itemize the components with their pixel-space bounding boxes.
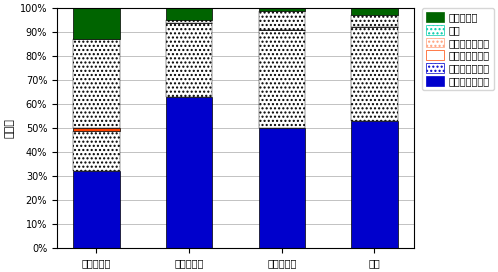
Bar [73,128,120,131]
Bar [166,23,212,97]
Legend: キャッシュ, 債券, 小型グロース株, 小型バリュー株, 大型グロース株, 大型バリュー株: キャッシュ, 債券, 小型グロース株, 小型バリュー株, 大型グロース株, 大型… [422,8,494,90]
Bar [351,121,397,248]
Bar [73,8,120,39]
Y-axis label: 構成比: 構成比 [4,118,14,138]
Bar [166,20,212,23]
Bar [258,8,305,11]
Bar [166,97,212,248]
Bar [73,171,120,248]
Bar [351,15,397,27]
Bar [73,39,120,128]
Bar [73,131,120,171]
Bar [166,8,212,20]
Bar [351,27,397,121]
Bar [258,128,305,248]
Bar [258,30,305,128]
Bar [351,8,397,15]
Bar [258,11,305,30]
